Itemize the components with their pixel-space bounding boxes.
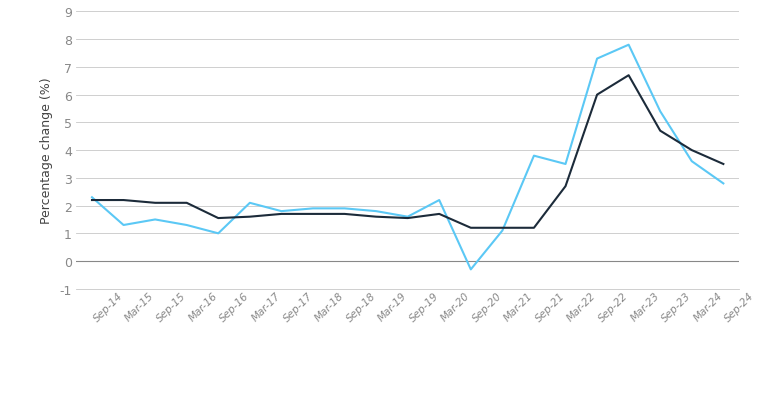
Trimmed mean [372,215,381,220]
All groups CPI [245,201,255,206]
Trimmed mean [119,198,128,203]
Trimmed mean [151,201,160,206]
Trimmed mean [403,216,412,221]
Trimmed mean [245,215,255,220]
Trimmed mean [624,74,633,78]
Trimmed mean [593,93,602,98]
All groups CPI [655,109,664,114]
Trimmed mean [466,226,475,231]
Trimmed mean [277,212,286,217]
All groups CPI [498,228,507,233]
All groups CPI [530,154,539,159]
All groups CPI [182,223,191,228]
Trimmed mean [213,216,223,221]
All groups CPI [309,206,318,211]
All groups CPI [434,198,443,203]
All groups CPI [403,215,412,220]
Trimmed mean [88,198,97,203]
All groups CPI [277,209,286,214]
All groups CPI [624,43,633,48]
All groups CPI [119,223,128,228]
All groups CPI [340,206,349,211]
Trimmed mean [309,212,318,217]
Trimmed mean [655,129,664,134]
All groups CPI [466,267,475,272]
Line: All groups CPI: All groups CPI [92,45,723,270]
Trimmed mean [182,201,191,206]
Line: Trimmed mean: Trimmed mean [92,76,723,228]
All groups CPI [151,217,160,222]
Trimmed mean [340,212,349,217]
All groups CPI [687,159,696,164]
All groups CPI [593,57,602,62]
Legend: All groups CPI, Trimmed mean: All groups CPI, Trimmed mean [277,411,539,413]
Trimmed mean [561,184,570,189]
Y-axis label: Percentage change (%): Percentage change (%) [40,78,53,224]
All groups CPI [88,195,97,200]
All groups CPI [213,231,223,236]
Trimmed mean [687,148,696,153]
All groups CPI [372,209,381,214]
All groups CPI [719,181,728,186]
Trimmed mean [530,226,539,231]
Trimmed mean [434,212,443,217]
Trimmed mean [498,226,507,231]
Trimmed mean [719,162,728,167]
All groups CPI [561,162,570,167]
